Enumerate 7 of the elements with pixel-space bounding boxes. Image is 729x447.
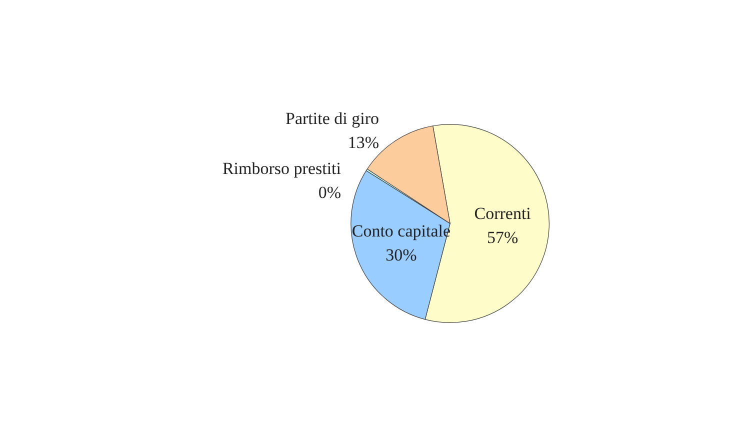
data-label: 13% [348,133,379,152]
data-label: 57% [486,228,518,248]
slice-label: Correnti [474,204,532,224]
data-label: 0% [318,183,341,202]
slice-label: Partite di giro [286,109,379,128]
data-label: 30% [386,245,417,264]
slice-label: Rimborso prestiti [222,159,342,178]
